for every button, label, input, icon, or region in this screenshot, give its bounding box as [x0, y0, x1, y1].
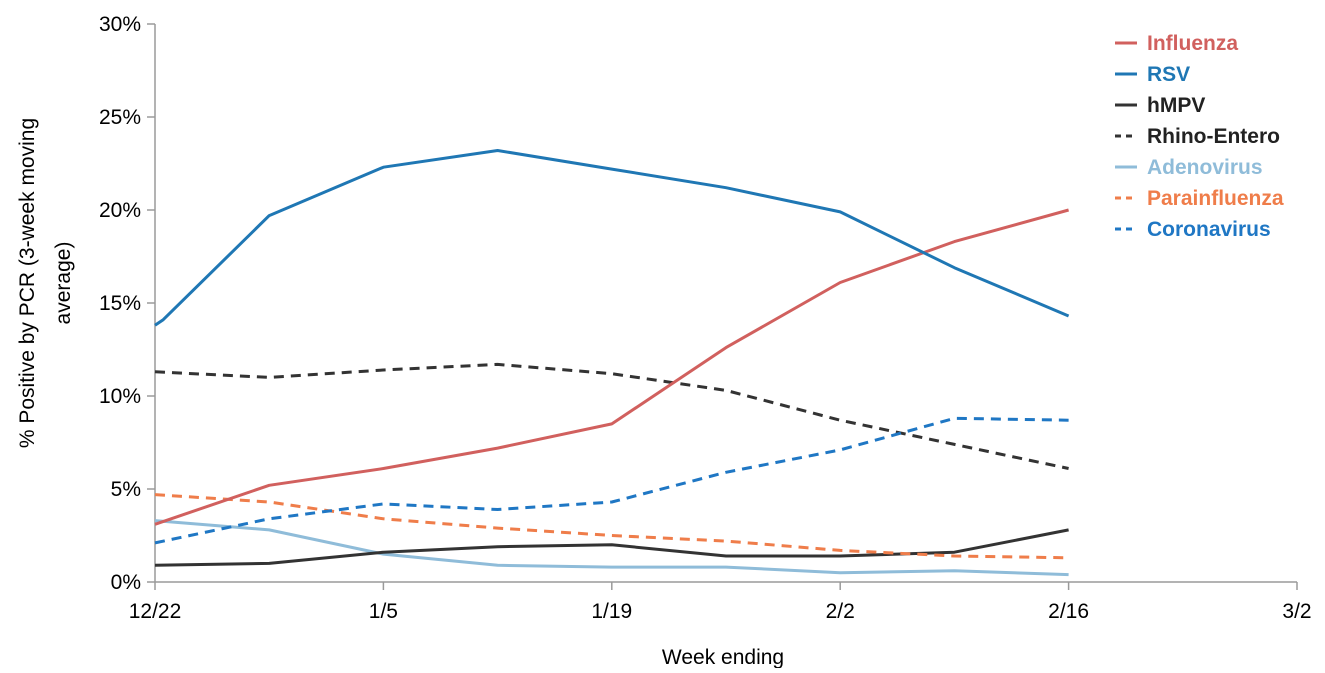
- legend-item: Rhino-Entero: [1115, 125, 1280, 148]
- tick-marks: [147, 23, 1298, 590]
- series-line-hmpv: [154, 528, 1069, 567]
- y-axis-title-line-2: average): [52, 242, 75, 325]
- legend-label: RSV: [1147, 63, 1190, 86]
- series-line-rhino-entero: [154, 362, 1069, 470]
- x-axis-title: Week ending: [662, 646, 784, 668]
- legend-label: hMPV: [1147, 94, 1205, 117]
- x-tick-label: 2/16: [1048, 600, 1089, 623]
- y-tick-label: 20%: [99, 199, 141, 222]
- y-tick-label: 15%: [99, 292, 141, 315]
- legend-item: Influenza: [1115, 32, 1238, 55]
- legend-item: Parainfluenza: [1115, 187, 1284, 210]
- tick-labels: 0% 5% 10% 15% 20% 25% 30% 12/22 1/5 1/19 2/2 2/16 3/…: [99, 13, 1312, 623]
- series-line-influenza: [154, 208, 1070, 526]
- series-lines: [154, 149, 1070, 577]
- x-tick-label: 2/2: [826, 600, 855, 623]
- legend-item: Coronavirus: [1115, 218, 1271, 241]
- legend-label: Parainfluenza: [1147, 187, 1284, 210]
- legend-label: Coronavirus: [1147, 218, 1271, 241]
- y-tick-label: 25%: [99, 106, 141, 129]
- legend-label: Influenza: [1147, 32, 1238, 55]
- legend-label: Adenovirus: [1147, 156, 1263, 179]
- x-tick-label: 12/22: [129, 600, 182, 623]
- series-line-parainfluenza: [154, 493, 1069, 560]
- x-tick-label: 1/5: [369, 600, 398, 623]
- series-line-rsv: [154, 149, 1070, 327]
- legend-item: hMPV: [1115, 94, 1205, 117]
- y-axis-title-line-1: % Positive by PCR (3-week moving: [16, 118, 39, 448]
- y-tick-label: 0%: [111, 571, 141, 594]
- x-tick-label: 1/19: [591, 600, 632, 623]
- y-tick-label: 30%: [99, 13, 141, 36]
- legend-item: RSV: [1115, 63, 1190, 86]
- axes: [154, 24, 1297, 583]
- series-line-adenovirus: [154, 519, 1069, 577]
- x-tick-label: 3/2: [1282, 600, 1311, 623]
- y-tick-label: 10%: [99, 385, 141, 408]
- legend: Influenza RSV hMPV Rhino-Entero Adenovirus Pa…: [1115, 32, 1284, 241]
- legend-item: Adenovirus: [1115, 156, 1263, 179]
- legend-label: Rhino-Entero: [1147, 125, 1280, 148]
- y-axis-title: % Positive by PCR (3-week moving average…: [16, 118, 75, 448]
- series-line-coronavirus: [154, 416, 1069, 545]
- y-tick-label: 5%: [111, 478, 141, 501]
